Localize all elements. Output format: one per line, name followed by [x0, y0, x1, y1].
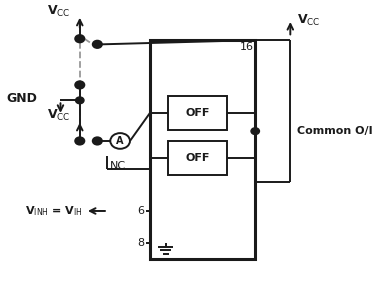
Text: V$_{\rm CC}$: V$_{\rm CC}$: [297, 13, 321, 28]
Circle shape: [75, 35, 84, 42]
Bar: [150, 40, 255, 259]
Text: OFF: OFF: [185, 153, 210, 163]
Text: V$_{\rm INH}$ = V$_{\rm IH}$: V$_{\rm INH}$ = V$_{\rm IH}$: [26, 204, 83, 218]
Text: 16: 16: [239, 41, 254, 52]
Text: NC: NC: [110, 161, 126, 170]
Text: Common O/I: Common O/I: [297, 126, 373, 136]
Bar: [167, 141, 227, 175]
Text: V$_{\rm CC}$: V$_{\rm CC}$: [47, 108, 70, 123]
Text: OFF: OFF: [185, 108, 210, 118]
Circle shape: [93, 41, 102, 48]
Text: 8: 8: [137, 238, 145, 248]
Circle shape: [75, 81, 84, 89]
Text: GND: GND: [7, 92, 38, 105]
Circle shape: [251, 128, 259, 134]
Circle shape: [75, 97, 84, 104]
Text: A: A: [116, 136, 124, 146]
Text: V$_{\rm CC}$: V$_{\rm CC}$: [47, 4, 70, 19]
Bar: [167, 96, 227, 130]
Circle shape: [75, 137, 84, 145]
Circle shape: [93, 137, 102, 145]
Text: 6: 6: [138, 206, 145, 216]
